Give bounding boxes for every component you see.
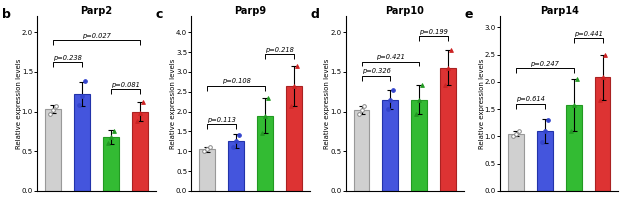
Point (511, 132, 521, 135)
Text: p=0.326: p=0.326 (361, 68, 391, 74)
Point (568, 103, 578, 106)
Bar (383, 100, 398, 191)
Bar (566, 105, 582, 191)
Text: p=0.441: p=0.441 (573, 31, 603, 37)
Point (200, 150, 210, 153)
Point (263, 96, 273, 99)
Point (132, 119, 142, 123)
Point (386, 98, 396, 101)
Title: Parp10: Parp10 (386, 6, 424, 16)
Point (231, 140, 241, 143)
Text: c: c (156, 8, 163, 21)
Point (103, 142, 113, 145)
Text: p=0.614: p=0.614 (516, 96, 545, 102)
Point (292, 64, 302, 68)
Title: Parp2: Parp2 (80, 6, 112, 16)
Text: e: e (464, 8, 473, 21)
Point (411, 112, 421, 116)
Bar (354, 110, 369, 191)
Y-axis label: Relative expression levels: Relative expression levels (170, 58, 176, 149)
Y-axis label: Relative expression levels: Relative expression levels (324, 58, 331, 149)
Point (77, 94, 87, 97)
Y-axis label: Relative expression levels: Relative expression levels (16, 58, 22, 149)
Point (74, 104, 84, 107)
Point (417, 84, 427, 87)
Text: p=0.081: p=0.081 (111, 82, 140, 88)
Text: p=0.108: p=0.108 (222, 78, 251, 84)
Point (566, 129, 576, 133)
Bar (74, 94, 90, 191)
Bar (199, 149, 215, 191)
Point (572, 77, 582, 80)
Bar (257, 116, 273, 191)
Bar (537, 131, 553, 191)
Text: p=0.199: p=0.199 (419, 29, 448, 35)
Point (135, 112, 145, 115)
Point (228, 146, 238, 149)
Text: p=0.238: p=0.238 (53, 55, 82, 61)
Text: p=0.218: p=0.218 (265, 47, 294, 53)
Point (414, 98, 424, 101)
Point (356, 108, 366, 112)
Point (260, 114, 270, 117)
Point (257, 132, 267, 135)
Point (537, 140, 547, 143)
Text: d: d (310, 8, 319, 21)
Text: p=0.027: p=0.027 (82, 33, 111, 39)
Point (51, 104, 61, 108)
Point (80, 80, 90, 83)
Text: b: b (1, 8, 11, 21)
Point (543, 118, 553, 122)
Text: p=0.113: p=0.113 (207, 117, 236, 123)
Bar (228, 141, 244, 191)
Point (45, 112, 55, 116)
Point (205, 146, 215, 149)
Point (388, 89, 398, 92)
Bar (132, 112, 148, 191)
Bar (595, 77, 610, 191)
Point (138, 100, 148, 104)
Title: Parp14: Parp14 (540, 6, 578, 16)
Point (202, 148, 212, 151)
Point (598, 76, 608, 79)
Y-axis label: Relative expression levels: Relative expression levels (479, 58, 485, 149)
Point (106, 135, 116, 139)
Point (508, 135, 518, 138)
Point (286, 104, 296, 107)
Title: Parp9: Parp9 (235, 6, 266, 16)
Point (354, 112, 364, 116)
Bar (103, 137, 119, 191)
Point (443, 66, 453, 70)
Point (383, 108, 392, 111)
Text: p=0.247: p=0.247 (530, 61, 559, 67)
Point (234, 134, 244, 137)
Point (600, 53, 610, 56)
Point (359, 104, 369, 108)
Point (441, 84, 451, 87)
Point (48, 108, 58, 112)
Text: p=0.421: p=0.421 (376, 54, 405, 60)
Bar (441, 68, 456, 191)
Point (540, 129, 550, 133)
Bar (45, 109, 61, 191)
Bar (286, 86, 302, 191)
Point (595, 99, 605, 102)
Point (514, 129, 524, 133)
Bar (508, 134, 524, 191)
Point (109, 129, 119, 132)
Point (289, 84, 299, 87)
Bar (411, 100, 427, 191)
Point (446, 49, 456, 52)
